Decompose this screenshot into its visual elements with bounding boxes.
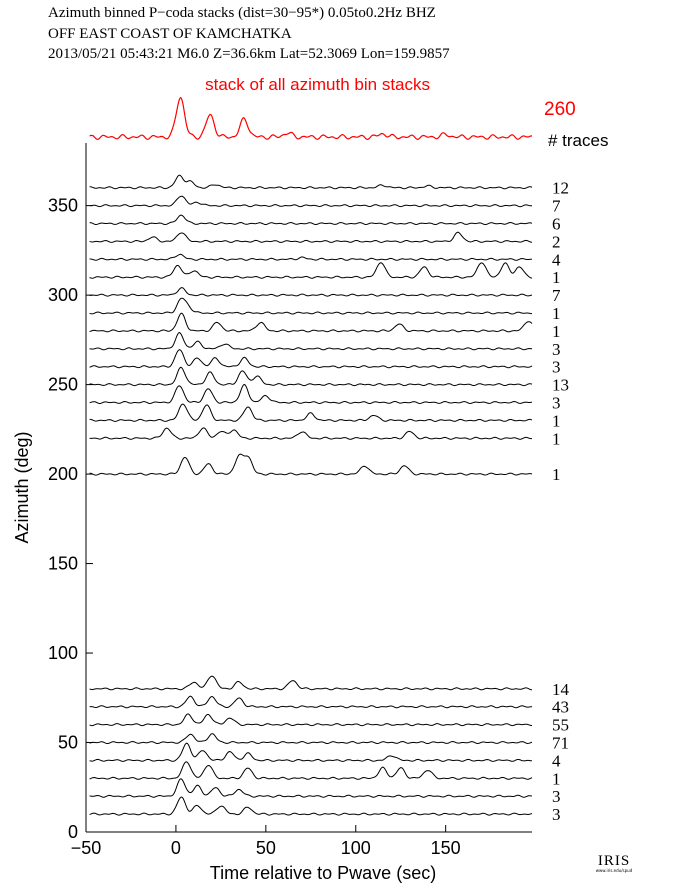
trace-count-label: 7 — [552, 197, 561, 216]
trace-az-310 — [89, 262, 533, 279]
y-tick-label: 50 — [58, 733, 78, 753]
trace-count-label: 55 — [552, 716, 569, 735]
summary-label: stack of all azimuth bin stacks — [205, 75, 430, 94]
trace-az-280 — [89, 312, 533, 333]
trace-count-label: 2 — [552, 232, 561, 251]
x-tick-label: 50 — [256, 838, 276, 858]
trace-count-label: 3 — [552, 394, 561, 413]
trace-az-320 — [89, 253, 533, 261]
x-tick-label: 100 — [341, 838, 371, 858]
trace-count-label: 1 — [552, 268, 561, 287]
trace-count-label: 1 — [552, 411, 561, 430]
trace-az-20 — [89, 778, 533, 798]
summary-trace — [89, 96, 533, 141]
trace-count-label: 71 — [552, 734, 569, 753]
x-axis-label: Time relative to Pwave (sec) — [210, 863, 436, 883]
y-tick-label: 150 — [48, 554, 78, 574]
trace-count-label: 3 — [552, 358, 561, 377]
header-line-1: Azimuth binned P−coda stacks (dist=30−95… — [48, 5, 436, 21]
trace-az-10 — [89, 796, 533, 816]
trace-count-label: 4 — [552, 751, 561, 770]
trace-count-label: 14 — [552, 680, 570, 699]
trace-az-80 — [89, 675, 532, 691]
y-tick-label: 100 — [48, 643, 78, 663]
x-tick-label: 150 — [431, 838, 461, 858]
y-tick-label: 200 — [48, 464, 78, 484]
x-tick-label: −50 — [71, 838, 102, 858]
trace-az-250 — [89, 366, 533, 387]
y-axis-label: Azimuth (deg) — [12, 431, 32, 543]
summary-count: 260 — [544, 99, 576, 120]
trace-az-50 — [89, 733, 533, 745]
trace-az-350 — [89, 195, 533, 208]
trace-az-290 — [89, 297, 532, 315]
trace-count-label: 3 — [552, 805, 561, 824]
trace-az-30 — [89, 761, 533, 780]
trace-count-label: 7 — [552, 286, 561, 305]
trace-az-60 — [89, 713, 533, 727]
header-line-3: 2013/05/21 05:43:21 M6.0 Z=36.6km Lat=52… — [48, 46, 450, 62]
trace-az-240 — [89, 383, 533, 405]
trace-az-40 — [89, 742, 532, 762]
trace-count-label: 1 — [552, 465, 561, 484]
trace-count-label: 12 — [552, 179, 569, 198]
iris-logo: IRIS www.iris.edu/spud — [595, 853, 633, 873]
trace-count-label: 43 — [552, 698, 569, 717]
trace-count-label: 3 — [552, 340, 561, 359]
trace-az-270 — [89, 332, 533, 351]
trace-az-230 — [89, 403, 533, 422]
header-line-2: OFF EAST COAST OF KAMCHATKA — [48, 26, 292, 42]
trace-count-label: 4 — [552, 250, 561, 269]
y-tick-label: 0 — [68, 822, 78, 842]
trace-count-label: 13 — [552, 376, 569, 395]
trace-az-340 — [89, 214, 533, 226]
trace-count-label: 1 — [552, 769, 561, 788]
y-tick-label: 350 — [48, 196, 78, 216]
x-tick-label: 0 — [171, 838, 181, 858]
trace-count-label: 1 — [552, 304, 561, 323]
trace-az-330 — [89, 231, 532, 243]
trace-az-300 — [89, 287, 533, 297]
trace-az-220 — [89, 427, 532, 440]
trace-az-260 — [89, 349, 533, 369]
trace-az-360 — [89, 174, 533, 190]
trace-count-label: 1 — [552, 322, 561, 341]
y-tick-label: 300 — [48, 285, 78, 305]
trace-count-label: 6 — [552, 215, 561, 234]
summary-stack: stack of all azimuth bin stacks 260 # trac… — [89, 75, 608, 150]
trace-stacks — [89, 174, 533, 816]
count-header: # traces — [548, 131, 608, 150]
trace-count-label: 1 — [552, 429, 561, 448]
trace-count-label: 3 — [552, 787, 561, 806]
y-tick-label: 250 — [48, 375, 78, 395]
trace-az-200 — [89, 453, 533, 476]
trace-az-70 — [89, 695, 532, 709]
